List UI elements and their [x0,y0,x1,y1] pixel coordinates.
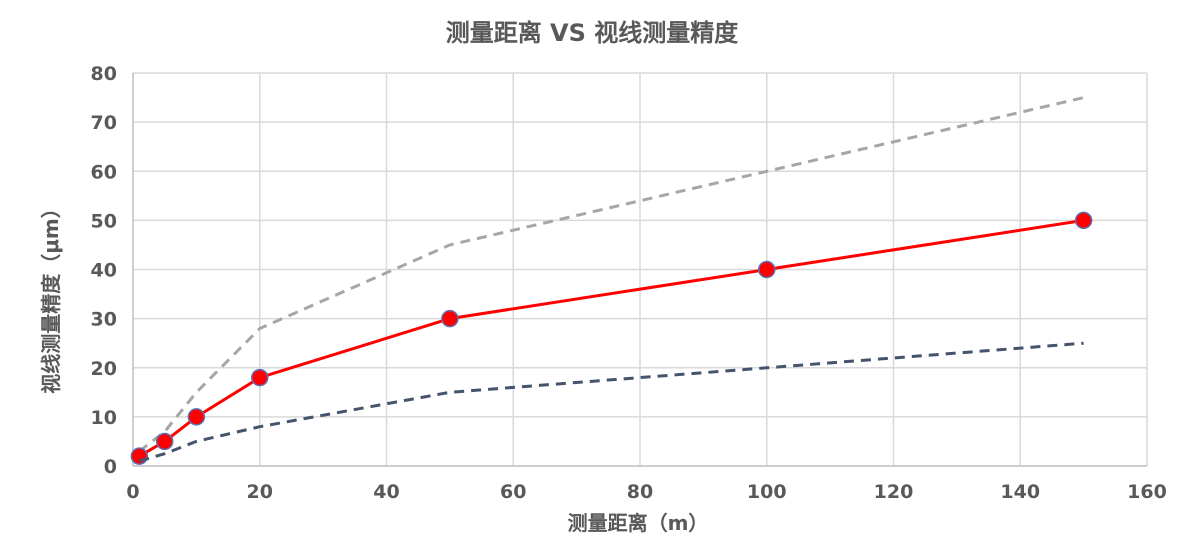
x-tick-label: 120 [874,481,914,503]
y-tick-label: 70 [91,112,117,134]
data-point-measured [758,260,776,279]
data-point-measured [441,309,459,328]
y-tick-label: 60 [91,161,117,183]
y-tick-label: 40 [91,260,117,282]
grid-layer [132,72,1148,467]
x-tick-label: 100 [747,481,787,503]
x-tick-label: 0 [126,481,139,503]
x-tick-label: 140 [1000,481,1040,503]
data-point-measured [155,432,174,451]
data-point-measured [130,447,149,465]
x-tick-label: 160 [1127,481,1167,503]
series-line-lower [138,341,1084,463]
x-tick-label: 40 [373,481,399,503]
y-tick-label: 30 [91,309,117,331]
series-layer [130,96,1093,465]
x-tick-label: 20 [247,481,273,503]
x-tick-label: 60 [500,481,526,503]
y-axis-label: 视线测量精度（μm） [39,198,63,394]
y-tick-label: 0 [104,456,117,478]
data-point-measured [251,368,269,387]
series-line-upper [138,96,1084,453]
chart-title: 测量距离 VS 视线测量精度 [446,19,740,47]
x-tick-label: 80 [627,481,653,503]
y-tick-label: 20 [91,358,117,380]
y-tick-label: 10 [91,407,117,429]
x-axis-label: 测量距离（m） [568,511,709,535]
y-tick-label: 50 [91,210,117,232]
series-line-measured [138,218,1084,458]
data-point-measured [1074,211,1093,230]
data-point-measured [187,408,206,426]
y-tick-label: 80 [91,63,117,85]
tick-labels: 0 10 20 30 40 50 60 70 80 0 20 40 60 80 100 120 140 160 [91,63,1167,503]
